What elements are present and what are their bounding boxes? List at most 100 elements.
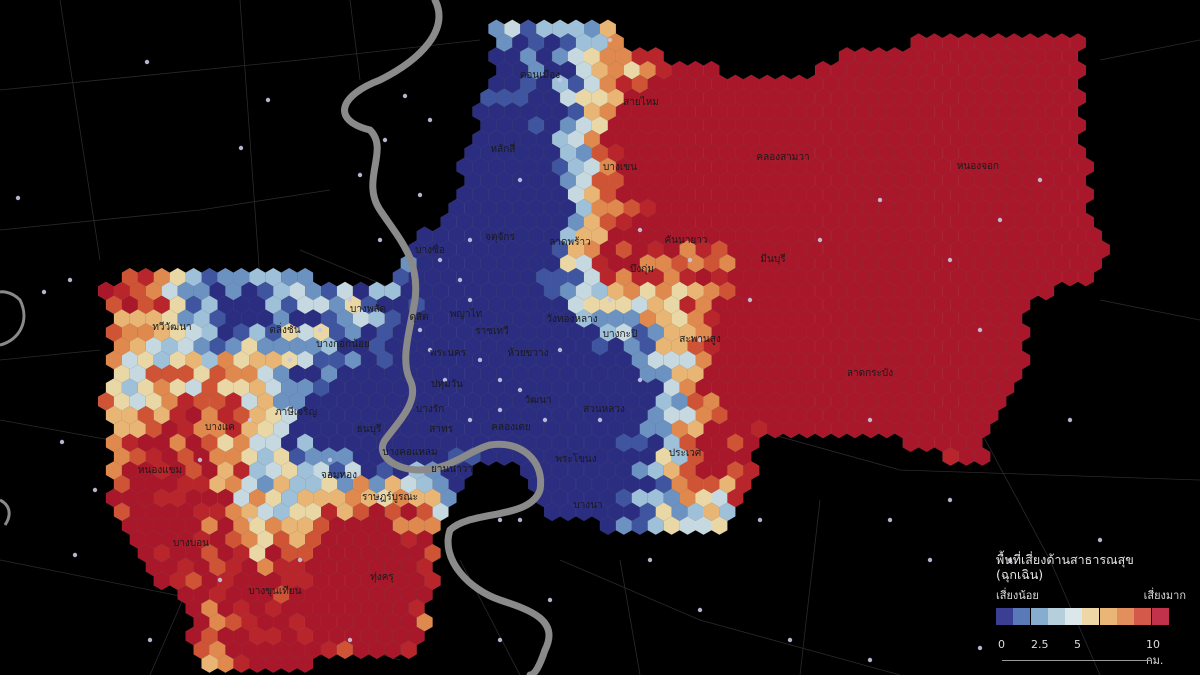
facility-point-46 xyxy=(867,417,873,423)
facility-point-4 xyxy=(67,277,73,283)
scale-tick-5: 5 xyxy=(1074,638,1081,651)
facility-point-12 xyxy=(357,172,363,178)
road-16 xyxy=(619,559,641,675)
legend-swatch-4 xyxy=(1065,608,1083,625)
district-label-12: ทวีวัฒนา xyxy=(152,321,191,333)
hex-cell-1743 xyxy=(296,654,314,674)
facility-point-34 xyxy=(247,517,253,523)
district-label-23: บางกอกน้อย xyxy=(316,338,370,350)
facility-point-21 xyxy=(497,407,503,413)
facility-point-54 xyxy=(867,657,873,663)
road-17 xyxy=(349,0,361,81)
facility-point-64 xyxy=(1097,537,1103,543)
road-4 xyxy=(0,419,111,441)
legend-high-label: เสี่ยงมาก xyxy=(1143,589,1186,602)
district-label-25: ปทุมวัน xyxy=(431,379,463,390)
facility-point-35 xyxy=(217,577,223,583)
legend-swatch-8 xyxy=(1134,608,1152,625)
legend-swatches xyxy=(996,608,1186,625)
legend-title: พื้นที่เสี่ยงด้านสาธารณสุข (ฉุกเฉิน) xyxy=(996,552,1186,582)
facility-point-49 xyxy=(697,607,703,613)
district-label-22: ลาดกระบัง xyxy=(847,368,893,379)
district-label-13: ตลิ่งชัน xyxy=(269,322,300,336)
district-label-37: พระโขนง xyxy=(555,452,596,465)
facility-point-37 xyxy=(637,377,643,383)
legend-swatch-6 xyxy=(1099,608,1117,625)
district-label-14: บางพลัด xyxy=(350,304,386,315)
facility-point-38 xyxy=(697,337,703,343)
facility-point-41 xyxy=(877,197,883,203)
hex-cell-1417 xyxy=(974,447,991,467)
facility-point-0 xyxy=(144,59,150,65)
facility-point-8 xyxy=(92,487,98,493)
legend-swatch-9 xyxy=(1151,608,1169,625)
facility-point-63 xyxy=(1067,417,1073,423)
district-label-1: สายไหม xyxy=(623,96,659,108)
facility-point-32 xyxy=(377,497,383,503)
scale-tick-2-5: 2.5 xyxy=(1031,638,1049,651)
facility-point-44 xyxy=(1037,177,1043,183)
district-label-9: คันนายาว xyxy=(664,235,707,246)
facility-point-68 xyxy=(347,637,353,643)
facility-point-70 xyxy=(457,277,463,283)
district-label-16: พญาไท xyxy=(450,308,482,320)
district-label-43: ทุ่งครุ xyxy=(370,572,394,583)
facility-point-56 xyxy=(547,597,553,603)
legend-swatch-7 xyxy=(1117,608,1135,625)
facility-point-23 xyxy=(442,377,448,383)
canal-west xyxy=(0,290,26,347)
facility-point-31 xyxy=(327,457,333,463)
district-label-7: จตุจักร xyxy=(485,232,515,243)
district-label-24: พระนคร xyxy=(430,348,467,359)
legend-swatch-2 xyxy=(1030,608,1048,625)
road-8 xyxy=(1099,299,1200,321)
district-label-8: ลาดพร้าว xyxy=(549,236,590,248)
facility-point-33 xyxy=(297,557,303,563)
district-label-3: คลองสามวา xyxy=(756,152,809,163)
district-label-35: บางคอแหลม xyxy=(382,447,437,458)
scale-bar: 0 2.5 5 10 กม. xyxy=(998,638,1174,668)
road-6 xyxy=(559,559,901,675)
facility-point-24 xyxy=(427,347,433,353)
district-label-38: ประเวศ xyxy=(669,448,702,459)
district-label-2: หลักสี่ xyxy=(491,141,516,155)
legend-swatch-1 xyxy=(1013,608,1031,625)
facility-point-62 xyxy=(517,517,523,523)
road-13 xyxy=(1099,39,1200,61)
scale-line xyxy=(1002,660,1152,661)
facility-point-14 xyxy=(377,237,383,243)
legend-ends: เสี่ยงน้อย เสี่ยงมาก xyxy=(996,586,1186,604)
river-path xyxy=(341,0,553,675)
legend: พื้นที่เสี่ยงด้านสาธารณสุข (ฉุกเฉิน) เสี… xyxy=(996,552,1186,625)
facility-point-16 xyxy=(467,297,473,303)
district-label-34: หนองแขม xyxy=(138,465,182,476)
district-label-19: วังทองหลาง xyxy=(546,314,597,325)
district-label-6: บางซื่อ xyxy=(415,242,445,256)
district-label-11: บึงกุ่ม xyxy=(630,263,654,275)
road-3 xyxy=(239,0,261,281)
facility-point-10 xyxy=(427,117,433,123)
facility-point-73 xyxy=(467,237,473,243)
facility-point-51 xyxy=(927,557,933,563)
scale-tick-10: 10 กม. xyxy=(1146,638,1164,667)
facility-point-5 xyxy=(41,289,47,295)
district-label-10: มีนบุรี xyxy=(760,253,786,265)
facility-points xyxy=(15,37,1103,663)
canal-southwest xyxy=(0,498,11,526)
district-label-5: บางเขน xyxy=(603,162,637,173)
district-label-18: ห้วยขวาง xyxy=(507,347,548,359)
facility-point-7 xyxy=(72,552,78,558)
facility-point-3 xyxy=(15,195,21,201)
facility-point-1 xyxy=(265,97,271,103)
facility-point-30 xyxy=(197,457,203,463)
district-label-29: ธนบุรี xyxy=(357,423,382,435)
district-label-36: ยานนาวา xyxy=(431,464,473,475)
hex-cell-1587 xyxy=(711,516,728,536)
district-label-0: ดอนเมือง xyxy=(520,69,560,81)
district-label-21: สะพานสูง xyxy=(679,334,721,345)
legend-title-line1: พื้นที่เสี่ยงด้านสาธารณสุข xyxy=(996,552,1134,567)
facility-point-52 xyxy=(1007,557,1013,563)
road-12 xyxy=(799,499,821,675)
